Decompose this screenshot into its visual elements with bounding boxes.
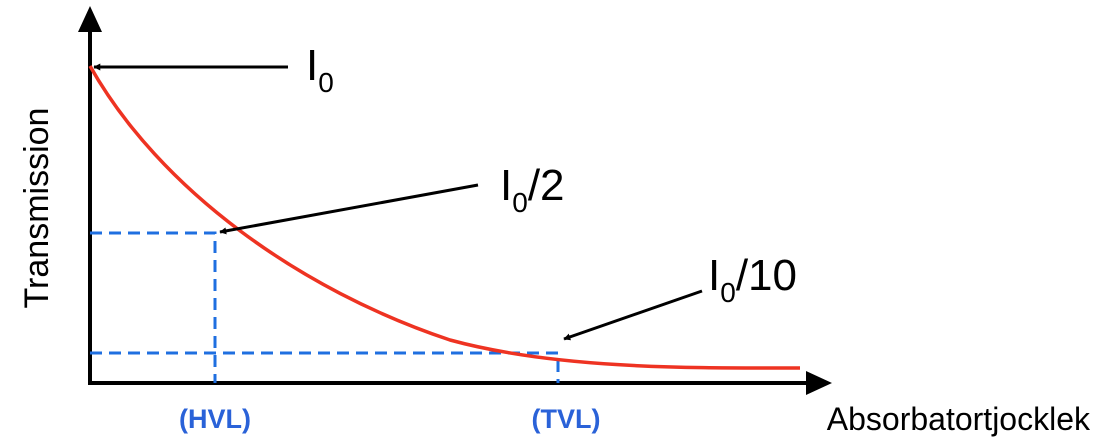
axes [78,6,832,395]
half-intensity-label: I0/2 [500,161,565,218]
y-axis-arrowhead [78,6,102,32]
hvl-guide-line [90,231,217,383]
tvl-guide-line [90,351,560,383]
tenth-pointer-arrow [563,289,703,341]
x-axis-arrowhead [806,371,832,395]
tvl-marker-label: (TVL) [532,404,601,434]
guide-lines [90,231,560,383]
hvl-marker-label: (HVL) [179,404,251,434]
attenuation-curve [88,65,801,370]
y-axis-label: Transmission [18,108,56,309]
i0-label: I0 [306,41,334,98]
x-axis-label: Absorbatortjocklek [827,401,1091,437]
half-pointer-arrow [219,183,479,235]
pointer-arrows [93,63,703,341]
tenth-intensity-label: I0/10 [708,251,797,308]
